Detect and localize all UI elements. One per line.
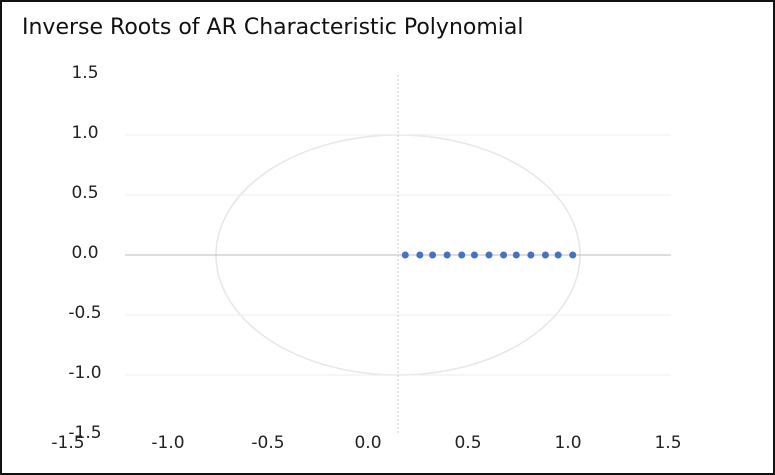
x-tick-label: 1.0 <box>554 433 581 453</box>
y-tick-label: 0.5 <box>71 183 98 203</box>
point <box>443 251 451 259</box>
point <box>401 251 409 259</box>
x-tick-label: 0.0 <box>354 433 381 453</box>
point <box>470 251 478 259</box>
y-tick-label: 0.0 <box>71 243 98 263</box>
y-tick-label: -0.5 <box>68 303 101 323</box>
y-tick-label: 1.5 <box>71 63 98 83</box>
x-tick-label: -0.5 <box>251 433 284 453</box>
chart-title: Inverse Roots of AR Characteristic Polyn… <box>22 15 523 40</box>
y-tick-label: -1.0 <box>68 363 101 383</box>
point <box>554 251 562 259</box>
y-tick-label: -1.5 <box>68 423 101 443</box>
x-tick-label: -1.0 <box>151 433 184 453</box>
x-tick-label: -1.5 <box>51 433 84 453</box>
point <box>485 251 493 259</box>
x-tick-label: 1.5 <box>654 433 681 453</box>
point <box>527 251 535 259</box>
point <box>429 251 437 259</box>
point <box>500 251 508 259</box>
point <box>541 251 549 259</box>
point <box>416 251 424 259</box>
point <box>458 251 466 259</box>
x-tick-label: 0.5 <box>454 433 481 453</box>
y-tick-label: 1.0 <box>71 123 98 143</box>
point <box>569 251 577 259</box>
point <box>512 251 520 259</box>
